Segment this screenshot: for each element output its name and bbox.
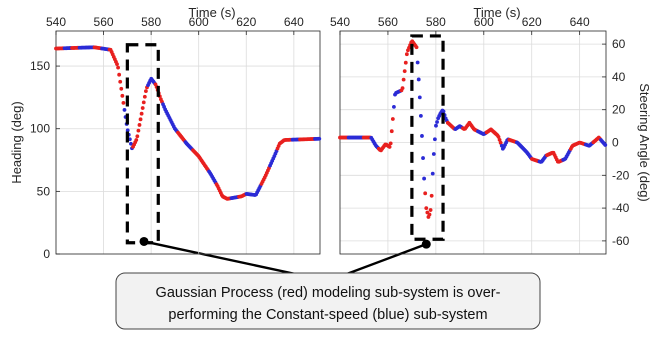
gaussian-process-point	[424, 206, 429, 210]
gaussian-process-point	[134, 138, 139, 142]
x-axis-label: Time (s)	[188, 5, 235, 20]
y-tick-label: 40	[612, 70, 626, 84]
constant-speed-point	[420, 134, 424, 138]
data-points	[54, 45, 322, 201]
callout-line-1: Gaussian Process (red) modeling sub-syst…	[156, 285, 501, 301]
constant-speed-point	[418, 113, 423, 118]
steering-chart: 540 560 580 600 620 640 Time (s) -60 -40 -20 0 20 40…	[330, 5, 650, 255]
constant-speed-point	[392, 104, 396, 109]
x-tick-label: 580	[141, 15, 161, 29]
gaussian-process-point	[137, 123, 142, 127]
x-tick-label: 540	[330, 15, 350, 29]
gaussian-process-point	[428, 208, 433, 212]
gaussian-process-point	[141, 100, 146, 105]
gaussian-process-point	[497, 137, 502, 142]
gaussian-process-point	[119, 86, 124, 91]
y-axis-label: Steering Angle (deg)	[637, 83, 650, 202]
constant-speed-point	[431, 152, 436, 156]
y-tick-label: 60	[612, 37, 626, 51]
x-tick-label: 560	[94, 15, 114, 29]
gaussian-process-point	[140, 106, 145, 110]
data-points	[338, 39, 608, 219]
gaussian-process-point	[403, 60, 408, 65]
gaussian-process-point	[387, 145, 392, 149]
x-tick-label: 580	[426, 15, 446, 29]
y-tick-label: -60	[612, 234, 630, 248]
gaussian-process-point	[118, 79, 123, 84]
constant-speed-point	[434, 123, 438, 128]
gaussian-process-point	[138, 117, 143, 122]
gaussian-process-point	[414, 45, 419, 50]
x-tick-label: 560	[378, 15, 398, 29]
gaussian-process-point	[498, 140, 503, 145]
x-tick-label: 600	[474, 15, 494, 29]
gaussian-process-point	[427, 212, 432, 217]
gaussian-process-point	[120, 93, 125, 98]
gaussian-process-point	[389, 129, 394, 134]
plot-frame	[55, 30, 321, 255]
x-tick-label: 640	[570, 15, 590, 29]
y-tick-label: -40	[612, 201, 630, 215]
y-tick-label: 150	[30, 59, 50, 73]
constant-speed-point	[415, 60, 420, 65]
gaussian-process-point	[117, 72, 122, 77]
heading-chart: 540 560 580 600 620 640 Time (s) 0 50 100 150 Headi…	[9, 5, 322, 261]
constant-speed-point	[433, 137, 437, 142]
constant-speed-point	[129, 141, 133, 146]
constant-speed-point	[416, 77, 421, 82]
gaussian-process-point	[115, 62, 119, 67]
y-tick-label: -20	[612, 168, 630, 182]
y-tick-label: 50	[37, 184, 51, 198]
constant-speed-point	[441, 109, 446, 114]
x-axis-label: Time (s)	[473, 5, 520, 20]
gaussian-process-point	[390, 117, 395, 121]
x-tick-label: 640	[284, 15, 304, 29]
gaussian-process-point	[139, 111, 144, 116]
x-tick-label: 620	[522, 15, 542, 29]
constant-speed-point	[603, 143, 608, 147]
constant-speed-point	[125, 128, 130, 133]
constant-speed-point	[422, 176, 427, 181]
constant-speed-point	[421, 156, 425, 160]
constant-speed-point	[417, 95, 422, 100]
gaussian-process-point	[144, 89, 148, 94]
y-tick-label: 0	[612, 136, 619, 150]
constant-speed-point	[317, 136, 322, 141]
gaussian-process-point	[136, 128, 141, 133]
gaussian-process-point	[402, 69, 407, 74]
gaussian-process-point	[400, 86, 405, 91]
constant-speed-point	[122, 108, 127, 112]
callout-line-2: performing the Constant-speed (blue) sub…	[168, 307, 487, 323]
x-tick-label: 540	[46, 15, 66, 29]
gaussian-process-point	[121, 100, 126, 105]
arrow-anchor-dot	[421, 239, 431, 249]
constant-speed-point	[435, 120, 439, 124]
gaussian-process-point	[135, 134, 140, 139]
callout-box: Gaussian Process (red) modeling sub-syst…	[115, 272, 541, 330]
gaussian-process-point	[423, 191, 428, 196]
gaussian-process-point	[142, 94, 147, 99]
y-axis-label: Heading (deg)	[9, 101, 24, 183]
y-tick-label: 20	[612, 103, 626, 117]
arrow-anchor-dot	[139, 236, 149, 246]
x-tick-label: 600	[189, 15, 209, 29]
gaussian-process-point	[496, 135, 501, 139]
highlight-box	[410, 34, 445, 241]
y-tick-label: 0	[43, 247, 50, 261]
y-tick-label: 100	[30, 122, 50, 136]
constant-speed-point	[430, 171, 435, 176]
gaussian-process-point	[404, 52, 409, 57]
gaussian-process-point	[116, 65, 120, 70]
gaussian-process-point	[429, 193, 434, 198]
x-tick-label: 620	[236, 15, 256, 29]
gaussian-process-point	[388, 141, 393, 146]
gaussian-process-point	[401, 77, 406, 82]
